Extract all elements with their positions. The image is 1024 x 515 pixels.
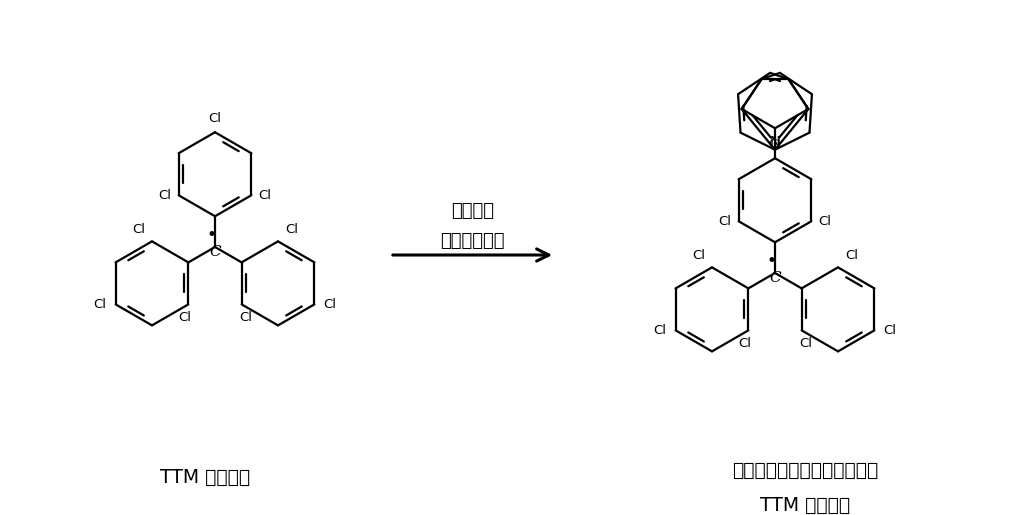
Text: •: • (766, 252, 776, 270)
Text: Cl: Cl (845, 249, 858, 262)
Text: Cl: Cl (209, 112, 221, 125)
Text: TTM ラジカル: TTM ラジカル (760, 495, 850, 514)
Text: 安定性の向上: 安定性の向上 (440, 232, 505, 250)
Text: Cl: Cl (738, 337, 751, 350)
Text: Cl: Cl (132, 224, 145, 236)
Text: Cl: Cl (768, 138, 781, 151)
Text: •: • (206, 226, 216, 244)
Text: Cl: Cl (799, 337, 812, 350)
Text: Cl: Cl (653, 324, 667, 337)
Text: C: C (209, 245, 221, 259)
Text: Cl: Cl (818, 215, 831, 228)
Text: Cl: Cl (285, 224, 298, 236)
Text: Cl: Cl (692, 249, 705, 262)
Text: Cl: Cl (324, 298, 336, 311)
Text: C: C (769, 271, 781, 285)
Text: 発光効率: 発光効率 (451, 202, 494, 220)
Text: N: N (770, 135, 780, 149)
Text: Cl: Cl (93, 298, 106, 311)
Text: カルバゾール（ドナー）結合: カルバゾール（ドナー）結合 (732, 460, 879, 479)
Text: Cl: Cl (719, 215, 731, 228)
Text: Cl: Cl (178, 312, 190, 324)
Text: Cl: Cl (240, 312, 252, 324)
Text: TTM ラジカル: TTM ラジカル (160, 468, 250, 487)
Text: Cl: Cl (884, 324, 896, 337)
Text: Cl: Cl (159, 189, 172, 202)
Text: Cl: Cl (258, 189, 271, 202)
